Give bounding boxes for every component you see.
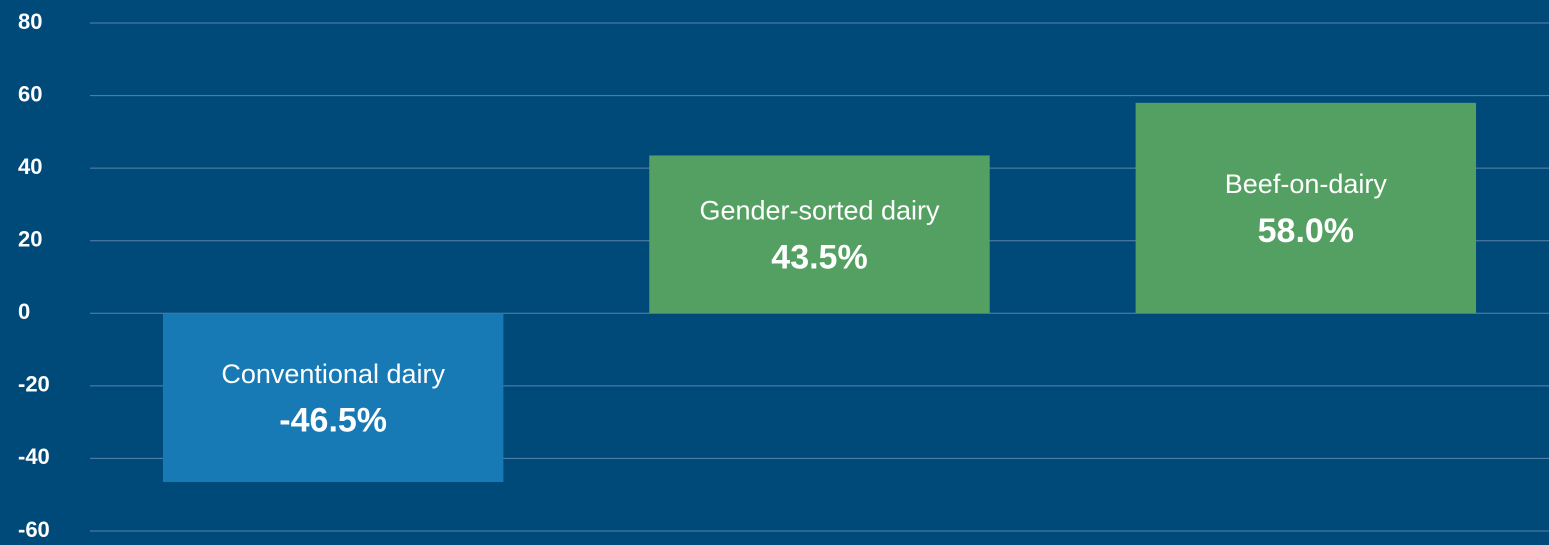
category-label: Gender-sorted dairy — [699, 195, 940, 225]
bar — [162, 313, 504, 483]
value-label: -46.5% — [279, 402, 387, 440]
y-tick-label: -40 — [18, 444, 50, 469]
y-tick-label: 60 — [18, 81, 42, 106]
bar — [1135, 102, 1477, 314]
value-label: 43.5% — [771, 238, 867, 276]
y-tick-label: 80 — [18, 9, 42, 34]
y-tick-label: 20 — [18, 227, 42, 252]
y-tick-label: -60 — [18, 517, 50, 542]
category-label: Beef-on-dairy — [1225, 169, 1388, 199]
bar — [649, 155, 990, 314]
value-label: 58.0% — [1258, 212, 1354, 250]
y-tick-label: -20 — [18, 372, 50, 397]
y-tick-label: 40 — [18, 154, 42, 179]
y-tick-label: 0 — [18, 299, 30, 324]
category-label: Conventional dairy — [221, 359, 445, 389]
